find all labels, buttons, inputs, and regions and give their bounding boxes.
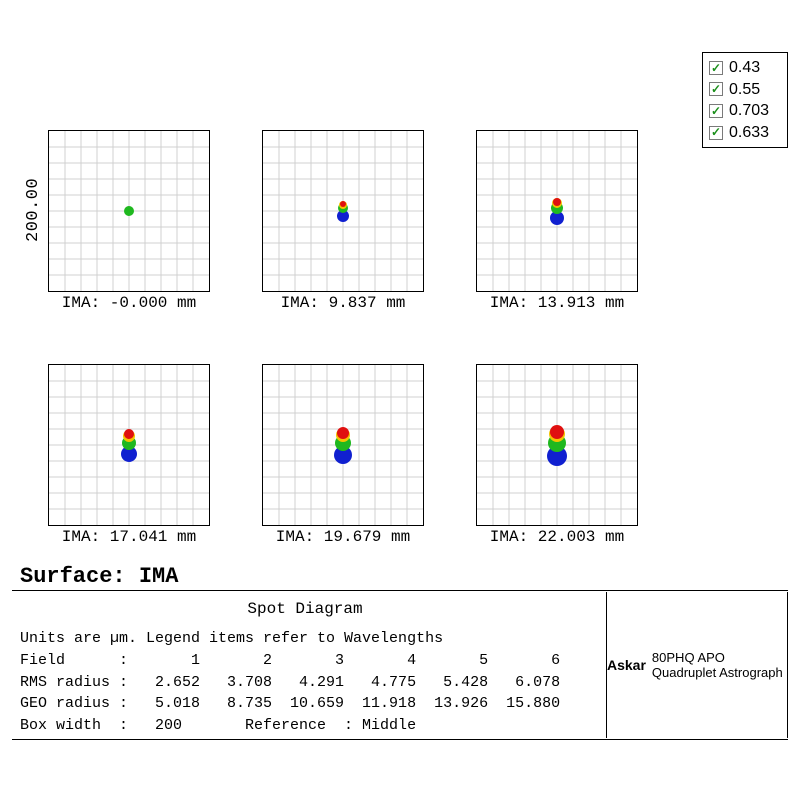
ima-label: IMA: 19.679 mm xyxy=(262,528,424,546)
legend-checkbox-icon: ✓ xyxy=(709,104,723,118)
legend-checkbox-icon: ✓ xyxy=(709,82,723,96)
info-divider-top xyxy=(12,590,788,591)
legend-checkbox-icon: ✓ xyxy=(709,61,723,75)
ima-label: IMA: 17.041 mm xyxy=(48,528,210,546)
diagram-title: Spot Diagram xyxy=(0,600,610,618)
legend-item: ✓ 0.55 xyxy=(709,79,779,101)
ima-label: IMA: 22.003 mm xyxy=(476,528,638,546)
product-name: 80PHQ APO Quadruplet Astrograph xyxy=(652,650,787,680)
spot-panel: IMA: 22.003 mm xyxy=(476,364,638,526)
spot-panel: IMA: 13.913 mm xyxy=(476,130,638,292)
spot-panel: IMA: 19.679 mm xyxy=(262,364,424,526)
spot-box xyxy=(476,130,638,292)
spot-box xyxy=(48,130,210,292)
legend-item: ✓ 0.43 xyxy=(709,57,779,79)
legend-label: 0.43 xyxy=(729,57,779,79)
legend-label: 0.55 xyxy=(729,79,779,101)
spot-diagram-grid: 200.00IMA: -0.000 mm IMA: 9.837 mm IMA: 13… xyxy=(48,130,758,598)
spot-panel: 200.00IMA: -0.000 mm xyxy=(48,130,210,292)
spot-panel: IMA: 17.041 mm xyxy=(48,364,210,526)
spot-box xyxy=(262,364,424,526)
spot-box xyxy=(476,364,638,526)
ima-label: IMA: 13.913 mm xyxy=(476,294,638,312)
y-axis-label: 200.00 xyxy=(24,130,43,290)
surface-label: Surface: IMA xyxy=(20,564,178,589)
ima-label: IMA: 9.837 mm xyxy=(262,294,424,312)
legend-label: 0.703 xyxy=(729,100,779,122)
brand-name: Askar xyxy=(607,657,646,673)
spot-box xyxy=(48,364,210,526)
spot-box xyxy=(262,130,424,292)
ima-label: IMA: -0.000 mm xyxy=(48,294,210,312)
legend-item: ✓ 0.703 xyxy=(709,100,779,122)
stats-table: Units are µm. Legend items refer to Wave… xyxy=(20,628,560,737)
brand-box: Askar 80PHQ APO Quadruplet Astrograph xyxy=(606,592,788,738)
spot-panel: IMA: 9.837 mm xyxy=(262,130,424,292)
info-divider-bottom xyxy=(12,739,788,740)
